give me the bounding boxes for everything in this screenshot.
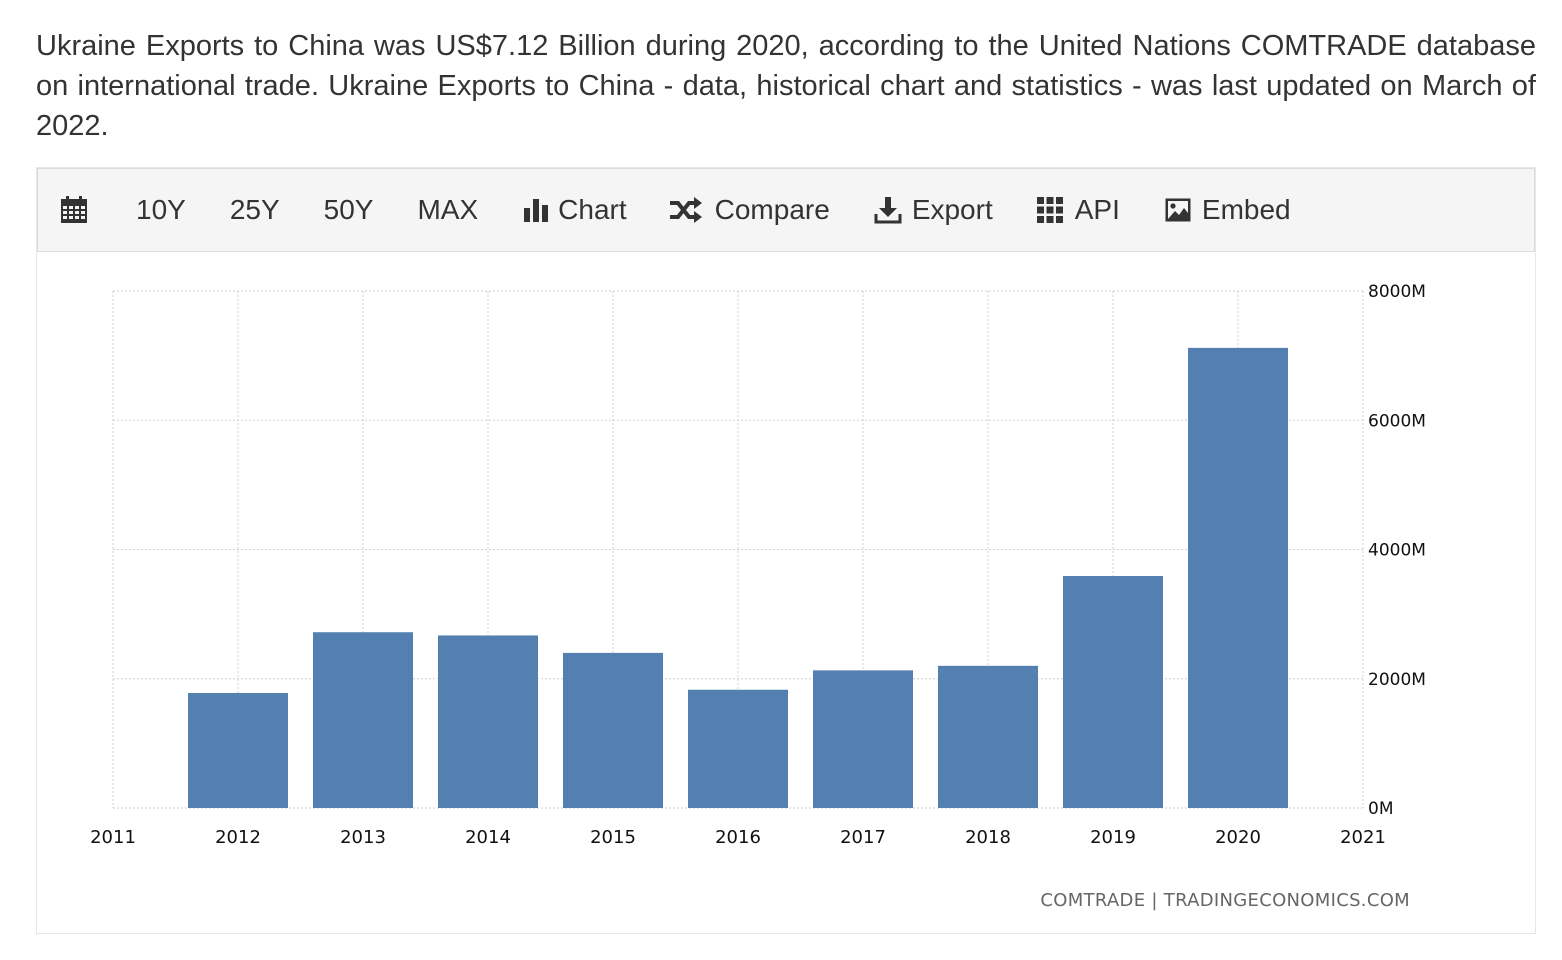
x-tick-label: 2012 (215, 827, 261, 848)
x-tick-label: 2014 (465, 827, 511, 848)
calendar-button[interactable] (60, 169, 88, 251)
y-tick-label: 6000M (1368, 411, 1426, 431)
x-tick-label: 2020 (1215, 827, 1261, 848)
chart-type-label: Chart (558, 194, 627, 225)
chart-panel: 10Y 25Y 50Y MAX Chart (36, 167, 1536, 934)
range-25y-button[interactable]: 25Y (229, 194, 280, 225)
description-text: Ukraine Exports to China was US$7.12 Bil… (36, 30, 1536, 142)
compare-button[interactable]: Compare (669, 169, 830, 251)
bar-2020[interactable] (1188, 347, 1288, 808)
bar-2012[interactable] (188, 692, 288, 808)
bar-2016[interactable] (688, 689, 788, 808)
api-button[interactable]: API (1036, 169, 1120, 251)
image-icon (1164, 197, 1192, 223)
bar-2015[interactable] (563, 652, 663, 808)
x-tick-label: 2013 (340, 827, 386, 848)
x-tick-label: 2021 (1340, 827, 1386, 848)
source-credit: COMTRADE | TRADINGECONOMICS.COM (1040, 890, 1410, 911)
bar-2013[interactable] (313, 632, 413, 808)
embed-button[interactable]: Embed (1164, 169, 1291, 251)
api-label: API (1074, 194, 1120, 225)
export-label: Export (911, 194, 993, 225)
bar-2019[interactable] (1063, 575, 1163, 808)
y-tick-label: 8000M (1368, 282, 1426, 302)
bar-chart: 0M 2000M 4000M 6000M 8000M 2011 2012 2013 2014 20… (90, 282, 1426, 848)
x-tick-label: 2016 (715, 827, 761, 848)
bar-2017[interactable] (813, 670, 913, 808)
grid-icon (1036, 197, 1063, 223)
y-tick-label: 2000M (1368, 670, 1426, 690)
bar-2018[interactable] (938, 665, 1038, 808)
range-max-button[interactable]: MAX (417, 194, 479, 225)
shuffle-icon (669, 196, 703, 224)
range-10y-button[interactable]: 10Y (136, 194, 186, 225)
x-tick-label: 2018 (965, 827, 1011, 848)
chart-toolbar: 10Y 25Y 50Y MAX Chart (37, 168, 1535, 252)
range-50y-button[interactable]: 50Y (323, 194, 374, 225)
compare-label: Compare (714, 194, 830, 225)
x-tick-label: 2015 (590, 827, 636, 848)
bar-2014[interactable] (438, 635, 538, 808)
x-tick-label: 2017 (840, 827, 886, 848)
calendar-icon (60, 196, 88, 224)
y-tick-label: 0M (1368, 799, 1393, 819)
bar-chart-icon (522, 196, 550, 224)
chart-area: 0M 2000M 4000M 6000M 8000M 2011 2012 2013 2014 20… (37, 252, 1535, 935)
download-icon (874, 196, 902, 224)
y-tick-label: 4000M (1368, 541, 1426, 561)
export-button[interactable]: Export (874, 169, 993, 251)
x-tick-label: 2011 (90, 827, 136, 848)
embed-label: Embed (1201, 194, 1291, 225)
x-tick-label: 2019 (1090, 827, 1136, 848)
chart-type-button[interactable]: Chart (522, 169, 627, 251)
